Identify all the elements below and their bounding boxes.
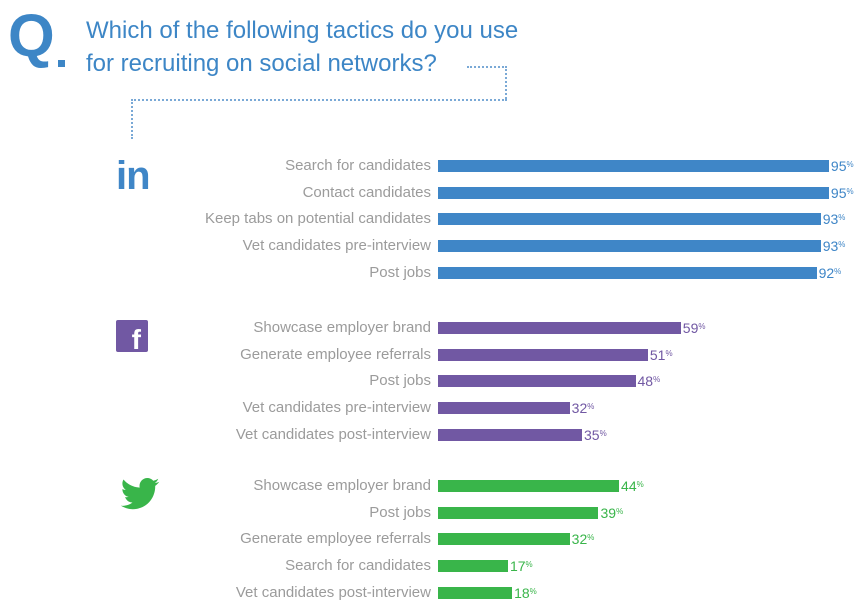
bar-label: Showcase employer brand	[253, 319, 431, 336]
bar-value-label: 44%	[621, 478, 644, 494]
twitter-bird-icon	[120, 478, 160, 515]
bar-label: Contact candidates	[302, 183, 431, 201]
dotted-connector	[131, 99, 133, 139]
bar-label: Keep tabs on potential candidates	[204, 210, 431, 228]
bar	[438, 402, 570, 415]
bar-value-label: 32%	[571, 531, 595, 548]
bar-value-label: 17%	[509, 558, 533, 575]
question-line-2: for recruiting on social networks?	[86, 50, 437, 77]
bar	[438, 506, 599, 519]
bar-value-label: 35%	[584, 426, 607, 443]
bar-label: Search for candidates	[285, 557, 431, 575]
bar	[438, 186, 829, 199]
dotted-connector	[505, 66, 507, 99]
bar	[438, 533, 570, 546]
question-line-1: Which of the following tactics do you us…	[86, 17, 519, 44]
bar-label: Post jobs	[369, 503, 431, 521]
bar	[438, 240, 821, 253]
bar-value-label: 93%	[822, 211, 846, 228]
bar-value-label: 48%	[637, 373, 661, 390]
bar	[438, 322, 681, 334]
facebook-icon: f	[116, 320, 148, 352]
q-letter: Q	[8, 2, 55, 69]
bar-label: Post jobs	[369, 263, 431, 281]
bar-value-label: 18%	[514, 584, 537, 601]
dotted-connector	[131, 99, 507, 101]
bar-value-label: 51%	[649, 346, 673, 363]
bar-value-label: 59%	[682, 320, 706, 336]
bar-value-label: 93%	[822, 238, 846, 255]
q-letter-dot	[58, 60, 65, 67]
bar-label: Vet candidates pre-interview	[242, 399, 431, 417]
linkedin-icon: in	[116, 154, 151, 198]
bar	[438, 375, 636, 388]
bar	[438, 560, 508, 573]
bar-label: Showcase employer brand	[253, 477, 431, 494]
bar	[438, 160, 829, 172]
bar	[438, 586, 513, 599]
bar-label: Generate employee referrals	[240, 345, 431, 363]
bar-value-label: 95%	[830, 158, 854, 174]
bar-label: Vet candidates post-interview	[235, 583, 431, 601]
bar	[438, 213, 821, 226]
bar	[438, 348, 648, 361]
bar-label: Search for candidates	[285, 157, 431, 174]
bar-value-label: 92%	[818, 264, 842, 281]
bar-value-label: 39%	[600, 504, 624, 521]
bar-label: Vet candidates post-interview	[235, 425, 431, 443]
bar-label: Generate employee referrals	[240, 530, 431, 548]
bar-value-label: 95%	[830, 184, 854, 201]
bar	[438, 480, 620, 492]
bar	[438, 428, 583, 441]
bar-value-label: 32%	[571, 400, 595, 417]
bar-label: Vet candidates pre-interview	[242, 237, 431, 255]
bar-label: Post jobs	[369, 372, 431, 390]
bar	[438, 266, 817, 279]
dotted-connector	[467, 66, 507, 68]
